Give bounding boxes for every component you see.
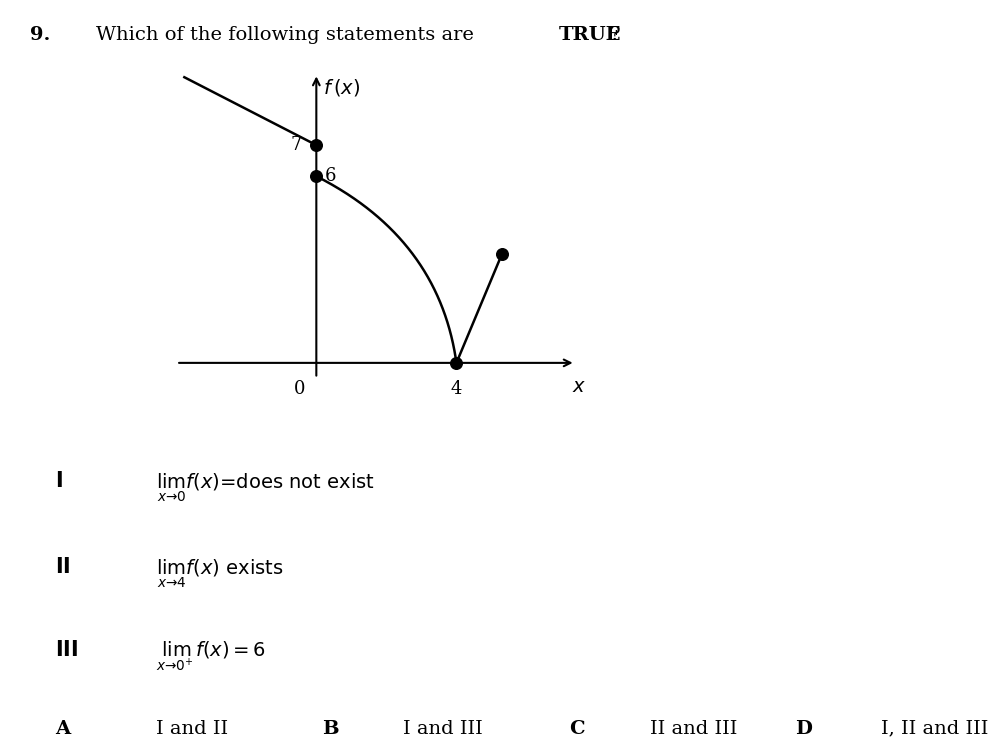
- Text: II and III: II and III: [650, 720, 737, 738]
- Text: $\lim_{x\to 4} f\left(x\right)\ \mathrm{exists}$: $\lim_{x\to 4} f\left(x\right)\ \mathrm{…: [156, 557, 284, 589]
- Text: C: C: [569, 720, 585, 738]
- Text: $\mathbf{III}$: $\mathbf{III}$: [55, 640, 79, 660]
- Text: Which of the following statements are: Which of the following statements are: [96, 26, 479, 44]
- Text: $\mathbf{I}$: $\mathbf{I}$: [55, 471, 63, 491]
- Text: I and II: I and II: [156, 720, 229, 738]
- Text: $x$: $x$: [572, 378, 586, 396]
- Text: I and III: I and III: [403, 720, 482, 738]
- Text: $\mathbf{II}$: $\mathbf{II}$: [55, 557, 70, 577]
- Text: $\lim_{x\to 0^+} f\left(x\right) = 6$: $\lim_{x\to 0^+} f\left(x\right) = 6$: [156, 640, 266, 673]
- Text: $\lim_{x\to 0} f\left(x\right) = \mathrm{does\ not\ exist}$: $\lim_{x\to 0} f\left(x\right) = \mathrm…: [156, 471, 376, 503]
- Point: [493, 248, 510, 260]
- Point: [308, 139, 324, 151]
- Text: ?: ?: [609, 26, 620, 44]
- Text: I, II and III: I, II and III: [881, 720, 989, 738]
- Text: 0: 0: [294, 380, 306, 398]
- Text: 7: 7: [291, 136, 302, 154]
- Text: TRUE: TRUE: [559, 26, 621, 44]
- Text: 4: 4: [451, 380, 462, 398]
- Point: [308, 171, 324, 183]
- Text: D: D: [796, 720, 813, 738]
- Text: B: B: [322, 720, 339, 738]
- Text: 6: 6: [325, 168, 336, 186]
- Text: A: A: [55, 720, 70, 738]
- Text: $f\,(x)$: $f\,(x)$: [323, 76, 361, 98]
- Text: 9.: 9.: [30, 26, 50, 44]
- Point: [448, 357, 464, 369]
